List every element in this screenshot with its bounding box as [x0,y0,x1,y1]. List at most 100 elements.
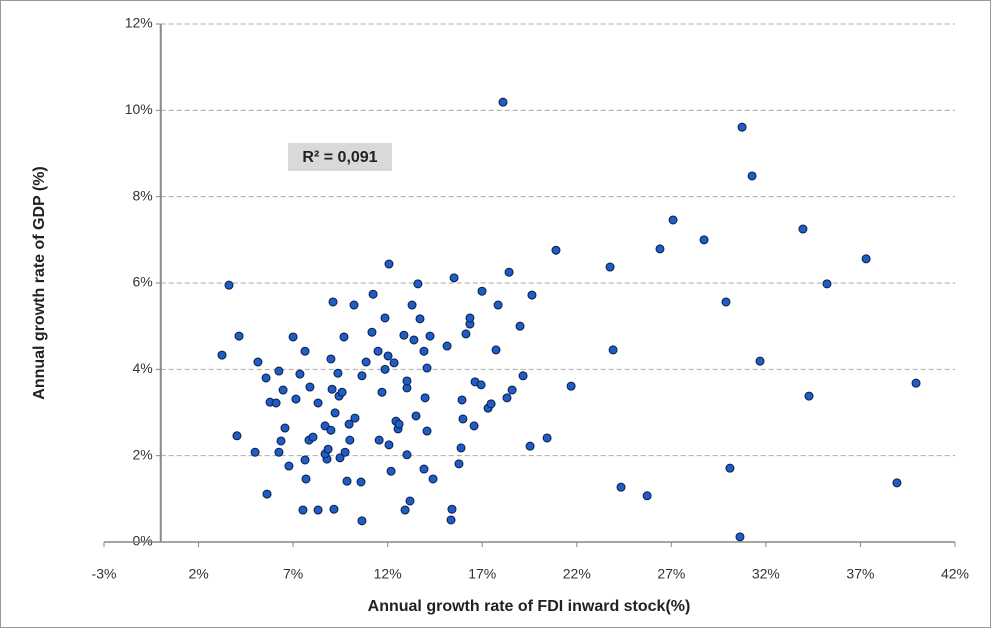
point [425,331,435,341]
point [608,345,618,355]
point [330,408,340,418]
point [271,398,281,408]
point [456,443,466,453]
point [326,354,336,364]
point [527,290,537,300]
annotation: R² = 0,091 [302,149,377,166]
point [298,505,308,515]
point [349,300,359,310]
point [655,244,665,254]
x-tick-label: 27% [657,566,685,582]
point [551,245,561,255]
point [399,330,409,340]
point [525,441,535,451]
point [367,327,377,337]
point [276,436,286,446]
point [386,466,396,476]
point [361,357,371,367]
point [419,464,429,474]
point [402,376,412,386]
point [735,532,745,542]
point [333,368,343,378]
point [357,371,367,381]
point [344,419,354,429]
point [518,371,528,381]
point [274,447,284,457]
point [737,122,747,132]
point [422,363,432,373]
point [368,289,378,299]
point [342,476,352,486]
y-tick-label: 0% [132,533,152,549]
point [413,279,423,289]
point [217,350,227,360]
point [339,332,349,342]
point [313,398,323,408]
point [447,504,457,514]
point [383,351,393,361]
point [798,224,808,234]
point [721,297,731,307]
point [350,413,360,423]
point [300,455,310,465]
point [326,425,336,435]
point [291,394,301,404]
point [498,97,508,107]
point [323,444,333,454]
point [515,321,525,331]
x-tick-label: 37% [846,566,874,582]
x-tick-label: 12% [374,566,402,582]
point [477,286,487,296]
x-tick-label: -3% [92,566,117,582]
point [280,423,290,433]
annotation-box [288,143,392,171]
point [542,433,552,443]
point [327,384,337,394]
point [605,262,615,272]
point [300,346,310,356]
point [232,431,242,441]
point [442,341,452,351]
point [389,358,399,368]
point [449,273,459,283]
y-tick-label: 10% [125,101,153,117]
point [337,387,347,397]
point [345,435,355,445]
point [400,505,410,515]
point [804,391,814,401]
x-tick-label: 42% [941,566,969,582]
point [469,421,479,431]
point [329,504,339,514]
point [295,369,305,379]
x-tick-label: 7% [283,566,303,582]
point [911,378,921,388]
point [313,505,323,515]
y-tick-label: 2% [132,446,152,462]
point [502,393,512,403]
y-tick-label: 6% [132,274,152,290]
point [491,345,501,355]
point [428,474,438,484]
point [420,393,430,403]
point [394,419,404,429]
point [504,267,514,277]
point [274,366,284,376]
y-tick-label: 12% [125,15,153,31]
point [308,432,318,442]
point [454,459,464,469]
point [755,356,765,366]
point [380,364,390,374]
point [461,329,471,339]
point [357,516,367,526]
point [486,399,496,409]
x-axis-title: Annual growth rate of FDI inward stock(%… [368,598,691,615]
point [642,491,652,501]
point [407,300,417,310]
point [419,346,429,356]
point [373,346,383,356]
point [892,478,902,488]
point [747,171,757,181]
y-tick-label: 4% [132,360,152,376]
point [234,331,244,341]
